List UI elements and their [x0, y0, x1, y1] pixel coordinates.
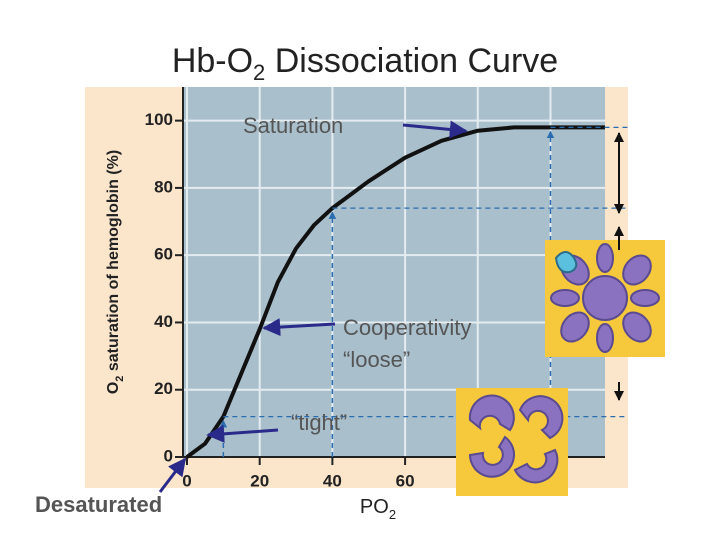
- annotation: Desaturated: [35, 492, 162, 517]
- annotation: Cooperativity: [343, 315, 471, 340]
- annotation: “loose”: [343, 347, 410, 372]
- y-tick-label: 60: [154, 245, 173, 264]
- chart-title: Hb-O2 Dissociation Curve: [172, 42, 558, 85]
- y-tick-label: 0: [164, 446, 173, 465]
- x-axis-label: PO2: [360, 496, 396, 522]
- annotation: “tight”: [291, 410, 347, 435]
- x-tick-label: 0: [182, 471, 191, 490]
- relaxed-hemoglobin-image: [545, 240, 665, 357]
- annotation-arrows: [158, 120, 468, 493]
- tense-hemoglobin-image: [456, 388, 568, 496]
- y-axis-label: O2 saturation of hemoglobin (%): [105, 150, 126, 394]
- data-line: [185, 125, 605, 459]
- y-tick-label: 40: [154, 312, 173, 331]
- x-tick-label: 60: [396, 471, 415, 490]
- x-tick-label: 40: [323, 471, 342, 490]
- y-tick-label: 100: [145, 110, 173, 129]
- y-tick-label: 20: [154, 379, 173, 398]
- x-tick-label: 20: [250, 471, 269, 490]
- y-tick-label: 80: [154, 177, 173, 196]
- annotation: Saturation: [243, 113, 343, 138]
